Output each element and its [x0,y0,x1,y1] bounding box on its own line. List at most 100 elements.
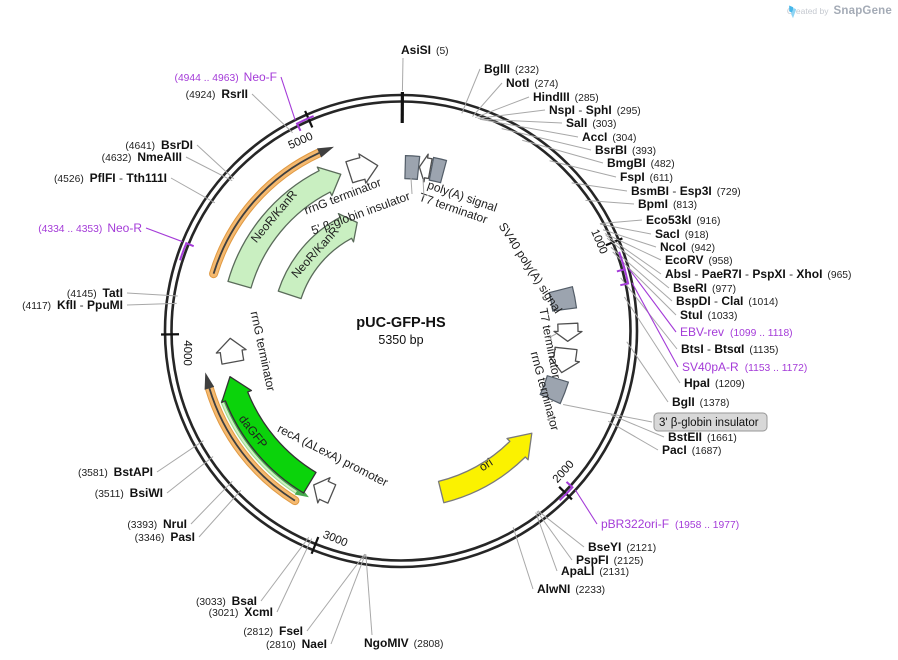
watermark-created-by: Created by [786,6,829,16]
site-leader-BsrBI [501,128,592,151]
primer-label-Neo-R[interactable]: (4334 .. 4353) Neo-R [38,221,142,235]
site-label-BsmBI-Esp3I[interactable]: BsmBI - Esp3I (729) [631,184,741,198]
site-label-BseRI[interactable]: BseRI (977) [673,281,736,295]
site-label-HpaI[interactable]: HpaI (1209) [684,376,745,390]
feature-reca-promoter[interactable] [313,477,337,504]
site-label-BglI[interactable]: BglI (1378) [672,395,729,409]
feature-polya-signal-box[interactable] [428,156,448,184]
site-label-EcoRV[interactable]: EcoRV (958) [665,253,733,267]
site-label-AsiSI[interactable]: AsiSI (5) [401,43,449,57]
site-label-RsrII[interactable]: (4924) RsrII [186,87,248,101]
feature-t7-terminator-top[interactable] [418,153,433,183]
site-leader-NcoI [602,229,657,248]
primer-label-SV40pA-R[interactable]: SV40pA-R (1153 .. 1172) [682,360,807,374]
feature-orange-band-2-arrowhead [204,372,215,390]
primer-label-pBR322ori-F[interactable]: pBR322ori-F (1958 .. 1977) [601,517,739,531]
site-label-BtsI-BtsαI[interactable]: BtsI - BtsαI (1135) [681,342,778,356]
tick-1000 [605,237,623,247]
site-leader-NotI [472,82,503,117]
snapgene-watermark: Created by SnapGene [786,5,892,19]
site-label-PasI[interactable]: (3346) PasI [135,530,195,544]
site-leader-BsiWI [166,456,214,494]
site-label-FspI[interactable]: FspI (611) [620,170,673,184]
site-label-BpmI[interactable]: BpmI (813) [638,197,697,211]
primer-label-EBV-rev[interactable]: EBV-rev (1099 .. 1118) [680,325,793,339]
site-leader-FseI [306,553,366,632]
site-leader-NmeAIII [185,156,233,182]
site-leader-EcoRV [604,233,662,261]
feature-dagfp[interactable] [221,376,317,494]
site-label-NspI-SphI[interactable]: NspI - SphI (295) [549,103,641,117]
primer-mark-Neo-F[interactable] [295,115,314,132]
site-label-BstEII[interactable]: BstEII (1661) [668,430,737,444]
feature-label-12[interactable]: rrnG terminator [248,310,279,392]
site-label-PspFI[interactable]: PspFI (2125) [576,553,643,567]
feature-ori[interactable] [437,432,533,504]
primer-mark-pBR322ori-F[interactable] [558,481,574,502]
site-label-BspDI-ClaI[interactable]: BspDI - ClaI (1014) [676,294,778,308]
feature-five-prime-insulator-box[interactable] [404,154,421,181]
site-label-KflI-PpuMI[interactable]: (4117) KflI - PpuMI [22,298,123,312]
site-leader-PacI [607,420,659,451]
site-leader-TatI [126,292,178,297]
feature-neor-kanr-outer[interactable] [227,166,342,289]
site-label-PflFI-Tth111I[interactable]: (4526) PflFI - Tth111I [54,171,167,185]
tick-label-4000: 4000 [181,340,193,366]
feature-rrng-terminator-nw[interactable] [345,153,379,184]
primer-mark-SV40pA-R[interactable] [620,265,630,287]
feature-label-9[interactable]: ori [476,455,495,474]
site-label-NcoI[interactable]: NcoI (942) [660,240,715,254]
site-leader-FspI [549,160,617,178]
feature-label-6[interactable]: SV40 poly(A) signal [496,220,565,316]
feature-rrng-terminator-left[interactable] [215,337,247,365]
site-label-Eco53kI[interactable]: Eco53kI (916) [646,213,720,227]
feature-neor-kanr-inner[interactable] [277,212,358,300]
site-label-SalI[interactable]: SalI (303) [566,116,616,130]
site-leader-NgoMIV [365,554,373,636]
site-label-BmgBI[interactable]: BmgBI (482) [607,156,675,170]
site-label-XcmI[interactable]: (3021) XcmI [209,605,273,619]
site-label-FseI[interactable]: (2812) FseI [243,624,303,638]
snapgene-logo-icon [789,5,797,19]
feature-sv40-polya-box[interactable] [548,285,578,312]
label-stub-3 [546,415,556,421]
site-label-NmeAIII[interactable]: (4632) NmeAIII [102,150,182,164]
site-label-NgoMIV[interactable]: NgoMIV (2808) [364,636,443,650]
plasmid-title-block: pUC-GFP-HS 5350 bp [301,315,501,347]
site-label-BsiWI[interactable]: (3511) BsiWI [95,486,163,500]
site-label-AlwNI[interactable]: AlwNI (2233) [537,582,605,596]
site-label-NotI[interactable]: NotI (274) [506,76,558,90]
site-label-BsaI[interactable]: (3033) BsaI [196,594,257,608]
site-leader-BmgBI [522,139,604,164]
site-label-AccI[interactable]: AccI (304) [582,130,636,144]
site-label-BsrBI[interactable]: BsrBI (393) [595,143,656,157]
site-label-StuI[interactable]: StuI (1033) [680,308,737,322]
feature-orange-band-1-arrowhead [317,146,334,158]
feature-orange-band-1-arrow-line [212,152,320,274]
insulator-callout-leader [563,404,653,423]
site-label-BseYI[interactable]: BseYI (2121) [588,540,656,554]
site-leader-HindIII [475,96,530,119]
site-label-HindIII[interactable]: HindIII (285) [533,90,599,104]
site-label-ApaLI[interactable]: ApaLI (2131) [561,564,629,578]
feature-t7-terminator-right[interactable] [553,322,583,342]
site-label-BglII[interactable]: BglII (232) [484,62,539,76]
insulator-callout-box[interactable] [653,412,768,432]
site-label-BstAPI[interactable]: (3581) BstAPI [78,465,153,479]
site-label-BsrDI[interactable]: (4641) BsrDI [125,138,193,152]
site-label-NruI[interactable]: (3393) NruI [127,517,187,531]
site-leader-XcmI [276,538,313,613]
feature-rrng-terminator-right[interactable] [549,346,581,374]
site-label-PacI[interactable]: PacI (1687) [662,443,721,457]
feature-three-prime-insulator-box[interactable] [539,374,570,405]
site-label-NaeI[interactable]: (2810) NaeI [266,637,327,651]
primer-label-Neo-F[interactable]: (4944 .. 4963) Neo-F [175,70,277,84]
primer-mark-Neo-R[interactable] [179,241,195,261]
site-label-AbsI-PaeR7I-PspXI-XhoI[interactable]: AbsI - PaeR7I - PspXI - XhoI (965) [665,267,851,281]
site-leader-SalI [479,118,563,124]
site-label-TatI[interactable]: (4145) TatI [67,286,123,300]
site-leader-NruI [190,480,233,525]
site-label-SacI[interactable]: SacI (918) [655,227,709,241]
